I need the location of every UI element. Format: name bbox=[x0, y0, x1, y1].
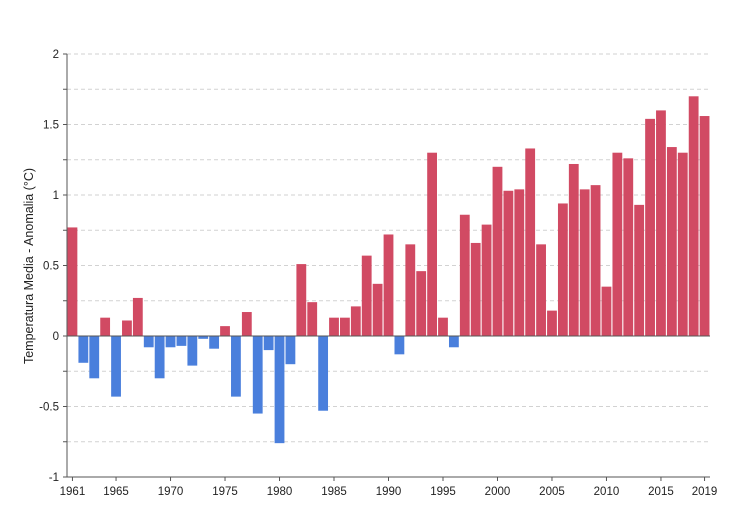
axes bbox=[63, 53, 710, 481]
bar-1977 bbox=[241, 312, 252, 336]
bar-1976 bbox=[231, 336, 241, 397]
bar-1985 bbox=[329, 317, 339, 336]
y-tick-label: 0.5 bbox=[43, 261, 59, 273]
bar-1996 bbox=[448, 336, 459, 348]
x-tick-label: 1990 bbox=[376, 486, 402, 498]
bar-2009 bbox=[590, 185, 601, 336]
bars bbox=[67, 96, 710, 444]
bar-2004 bbox=[536, 244, 546, 336]
bar-2010 bbox=[601, 286, 612, 336]
x-tick-label: 1995 bbox=[430, 486, 456, 498]
bar-1993 bbox=[416, 271, 427, 336]
bar-1981 bbox=[285, 336, 296, 365]
bar-1970 bbox=[165, 336, 176, 348]
bar-2008 bbox=[579, 189, 590, 336]
bar-1982 bbox=[296, 264, 307, 336]
x-tick-label: 1975 bbox=[212, 486, 238, 498]
bar-1990 bbox=[383, 234, 394, 336]
bar-2019 bbox=[699, 116, 710, 336]
bar-2003 bbox=[525, 148, 536, 336]
bar-2016 bbox=[666, 147, 677, 336]
bar-2006 bbox=[557, 203, 568, 336]
bar-1966 bbox=[122, 320, 132, 336]
bar-1968 bbox=[143, 336, 154, 348]
x-tick-label: 1980 bbox=[267, 486, 293, 498]
bar-1999 bbox=[481, 224, 492, 336]
bar-1965 bbox=[111, 336, 121, 397]
bar-1961 bbox=[67, 227, 78, 336]
bar-1971 bbox=[176, 336, 187, 346]
bar-2018 bbox=[688, 96, 699, 336]
bar-1964 bbox=[100, 317, 111, 336]
bar-2017 bbox=[677, 152, 688, 336]
x-tick-label: 2019 bbox=[692, 486, 718, 498]
x-tick-label: 2000 bbox=[485, 486, 511, 498]
bar-1979 bbox=[263, 336, 274, 351]
bar-1997 bbox=[459, 214, 470, 336]
y-tick-label: 0 bbox=[53, 331, 59, 343]
bar-1967 bbox=[132, 297, 143, 336]
x-tick-label: 2005 bbox=[539, 486, 565, 498]
x-tick-label: 1970 bbox=[158, 486, 184, 498]
x-tick-label: 2015 bbox=[648, 486, 674, 498]
bar-1963 bbox=[89, 336, 100, 379]
y-tick-label: -1 bbox=[49, 472, 59, 484]
x-tick-label: 1965 bbox=[103, 486, 129, 498]
bar-2011 bbox=[612, 152, 623, 336]
bar-1975 bbox=[220, 326, 230, 336]
y-axis-label: Temperatura Media - Anomalia (°C) bbox=[22, 168, 36, 364]
bar-1984 bbox=[318, 336, 329, 411]
bar-1995 bbox=[438, 317, 448, 336]
bar-2007 bbox=[568, 163, 579, 336]
bar-1986 bbox=[340, 317, 350, 336]
bar-2002 bbox=[514, 189, 525, 336]
bar-1998 bbox=[470, 242, 481, 336]
bar-2014 bbox=[645, 118, 655, 336]
bar-1969 bbox=[154, 336, 165, 379]
bar-1973 bbox=[198, 336, 209, 339]
x-tick-label: 1985 bbox=[321, 486, 347, 498]
y-tick-label: 1.5 bbox=[43, 120, 59, 132]
bar-1988 bbox=[361, 255, 372, 336]
y-tick-label: -0.5 bbox=[39, 402, 59, 414]
bar-1972 bbox=[187, 336, 198, 366]
bar-1983 bbox=[307, 302, 318, 336]
bar-2015 bbox=[656, 110, 666, 337]
bar-2005 bbox=[547, 310, 557, 336]
bar-2001 bbox=[503, 190, 514, 336]
x-tick-labels: 1961 1965 1970 1975 1980 1985 1990 1995 2000 2005… bbox=[60, 486, 718, 498]
bar-1980 bbox=[274, 336, 285, 444]
bar-2013 bbox=[634, 204, 645, 336]
y-tick-label: 2 bbox=[53, 49, 59, 61]
bar-1974 bbox=[209, 336, 220, 349]
bar-2000 bbox=[492, 166, 503, 336]
x-tick-label: 1961 bbox=[60, 486, 86, 498]
bar-1987 bbox=[350, 306, 361, 336]
bar-1991 bbox=[394, 336, 405, 355]
y-tick-labels: 2 1.5 1 0.5 0 -0.5 -1 bbox=[39, 49, 59, 484]
bar-1992 bbox=[405, 244, 416, 336]
y-tick-label: 1 bbox=[53, 190, 59, 202]
bar-1962 bbox=[78, 336, 89, 363]
bar-1989 bbox=[372, 283, 383, 336]
x-tick-label: 2010 bbox=[594, 486, 620, 498]
bar-1978 bbox=[252, 336, 263, 414]
bar-1994 bbox=[427, 152, 437, 336]
bar-2012 bbox=[623, 158, 634, 336]
